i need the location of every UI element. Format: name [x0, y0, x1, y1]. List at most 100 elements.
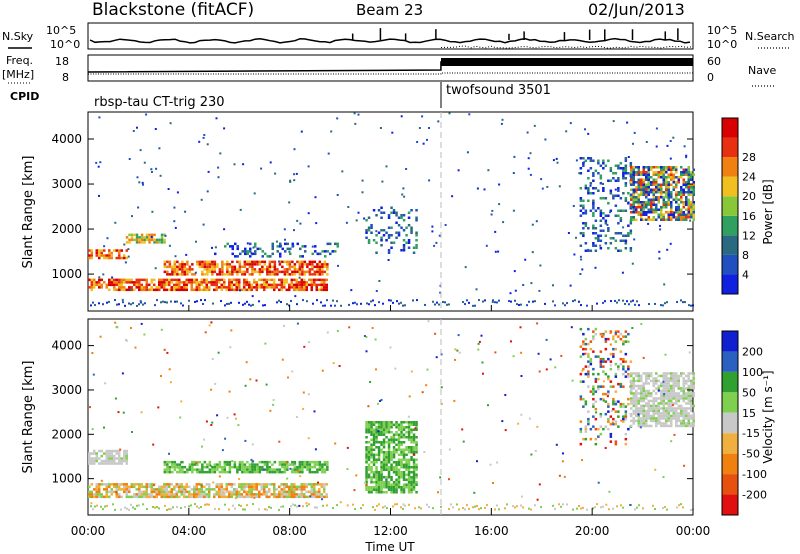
heatmap-cell — [592, 227, 595, 230]
heatmap-cell — [340, 304, 342, 307]
heatmap-cell — [173, 463, 177, 466]
heatmap-cell — [314, 245, 317, 248]
heatmap-cell — [203, 470, 207, 474]
heatmap-cell — [415, 426, 418, 429]
heatmap-cell — [402, 456, 406, 459]
heatmap-cell — [667, 399, 670, 403]
heatmap-cell — [229, 346, 232, 349]
heatmap-cell — [397, 481, 401, 484]
heatmap-cell — [624, 167, 628, 170]
heatmap-cell — [318, 483, 321, 486]
heatmap-cell — [637, 379, 640, 383]
heatmap-cell — [690, 208, 693, 211]
heatmap-cell — [286, 303, 288, 306]
heatmap-cell — [170, 281, 173, 284]
heatmap-cell — [614, 402, 618, 406]
heatmap-cell — [372, 421, 376, 424]
heatmap-cell — [390, 468, 393, 471]
heatmap-cell — [108, 459, 111, 463]
heatmap-cell — [402, 483, 406, 486]
heatmap-cell — [660, 216, 663, 219]
heatmap-cell — [492, 299, 494, 302]
heatmap-cell — [395, 466, 398, 469]
heatmap-cell — [642, 387, 645, 390]
heatmap-cell — [630, 218, 633, 221]
heatmap-cell — [178, 468, 182, 471]
heatmap-cell — [522, 284, 525, 286]
heatmap-cell — [88, 254, 91, 257]
heatmap-cell — [587, 189, 590, 192]
heatmap-cell — [619, 249, 623, 252]
heatmap-cell — [677, 176, 680, 179]
heatmap-cell — [677, 407, 680, 410]
heatmap-cell — [442, 300, 444, 303]
heatmap-cell — [690, 379, 693, 383]
heatmap-cell — [231, 270, 234, 274]
heatmap-cell — [286, 460, 289, 464]
heatmap-cell — [382, 441, 386, 444]
heatmap-cell — [105, 452, 108, 455]
heatmap-cell — [203, 260, 207, 264]
heatmap-cell — [627, 234, 630, 237]
heatmap-cell — [209, 464, 212, 467]
heatmap-cell — [165, 485, 168, 489]
heatmap-cell — [599, 209, 603, 212]
heatmap-cell — [630, 183, 633, 186]
heatmap-cell — [524, 258, 527, 261]
heatmap-cell — [311, 465, 314, 469]
heatmap-cell — [263, 463, 267, 466]
heatmap-cell — [407, 426, 411, 429]
heatmap-cell — [632, 402, 635, 405]
heatmap-cell — [276, 273, 279, 276]
colorbar-swatch — [722, 351, 738, 372]
heatmap-cell — [544, 138, 547, 141]
heatmap-cell — [367, 421, 371, 424]
heatmap-cell — [196, 505, 198, 508]
heatmap-cell — [642, 213, 645, 216]
heatmap-cell — [370, 426, 373, 429]
heatmap-cell — [178, 278, 181, 282]
heatmap-cell — [221, 270, 224, 274]
heatmap-cell — [592, 507, 594, 510]
heatmap-cell — [629, 232, 633, 235]
heatmap-cell — [397, 428, 401, 431]
heatmap-cell — [454, 358, 456, 361]
heatmap-cell — [665, 382, 668, 385]
heatmap-cell — [224, 304, 226, 307]
heatmap-cell — [178, 268, 182, 271]
heatmap-cell — [145, 113, 148, 116]
heatmap-cell — [382, 428, 386, 431]
heatmap-cell — [275, 283, 278, 287]
heatmap-cell — [614, 188, 617, 191]
heatmap-cell — [118, 483, 121, 486]
heatmap-cell — [293, 173, 295, 176]
heatmap-cell — [183, 270, 187, 274]
heatmap-cell — [391, 131, 394, 134]
heatmap-cell — [645, 171, 648, 174]
heatmap-cell — [589, 360, 593, 363]
heatmap-cell — [193, 460, 197, 464]
heatmap-cell — [405, 473, 408, 476]
heatmap-cell — [243, 495, 246, 499]
heatmap-cell — [123, 254, 126, 257]
heatmap-cell — [100, 493, 103, 496]
heatmap-cell — [246, 470, 249, 474]
heatmap-cell — [178, 263, 182, 266]
heatmap-cell — [178, 470, 182, 474]
heatmap-cell — [218, 508, 220, 511]
heatmap-cell — [142, 303, 144, 306]
heatmap-cell — [534, 504, 536, 507]
heatmap-cell — [170, 288, 173, 292]
heatmap-cell — [532, 300, 534, 303]
heatmap-cell — [657, 389, 660, 392]
heatmap-cell — [387, 473, 391, 476]
heatmap-cell — [387, 236, 391, 239]
heatmap-cell — [627, 427, 630, 431]
heatmap-cell — [158, 281, 161, 284]
heatmap-cell — [166, 265, 169, 269]
heatmap-cell — [658, 250, 661, 253]
heatmap-cell — [434, 332, 437, 335]
heatmap-cell — [307, 393, 310, 396]
heatmap-cell — [614, 400, 618, 403]
heatmap-cell — [300, 281, 303, 284]
